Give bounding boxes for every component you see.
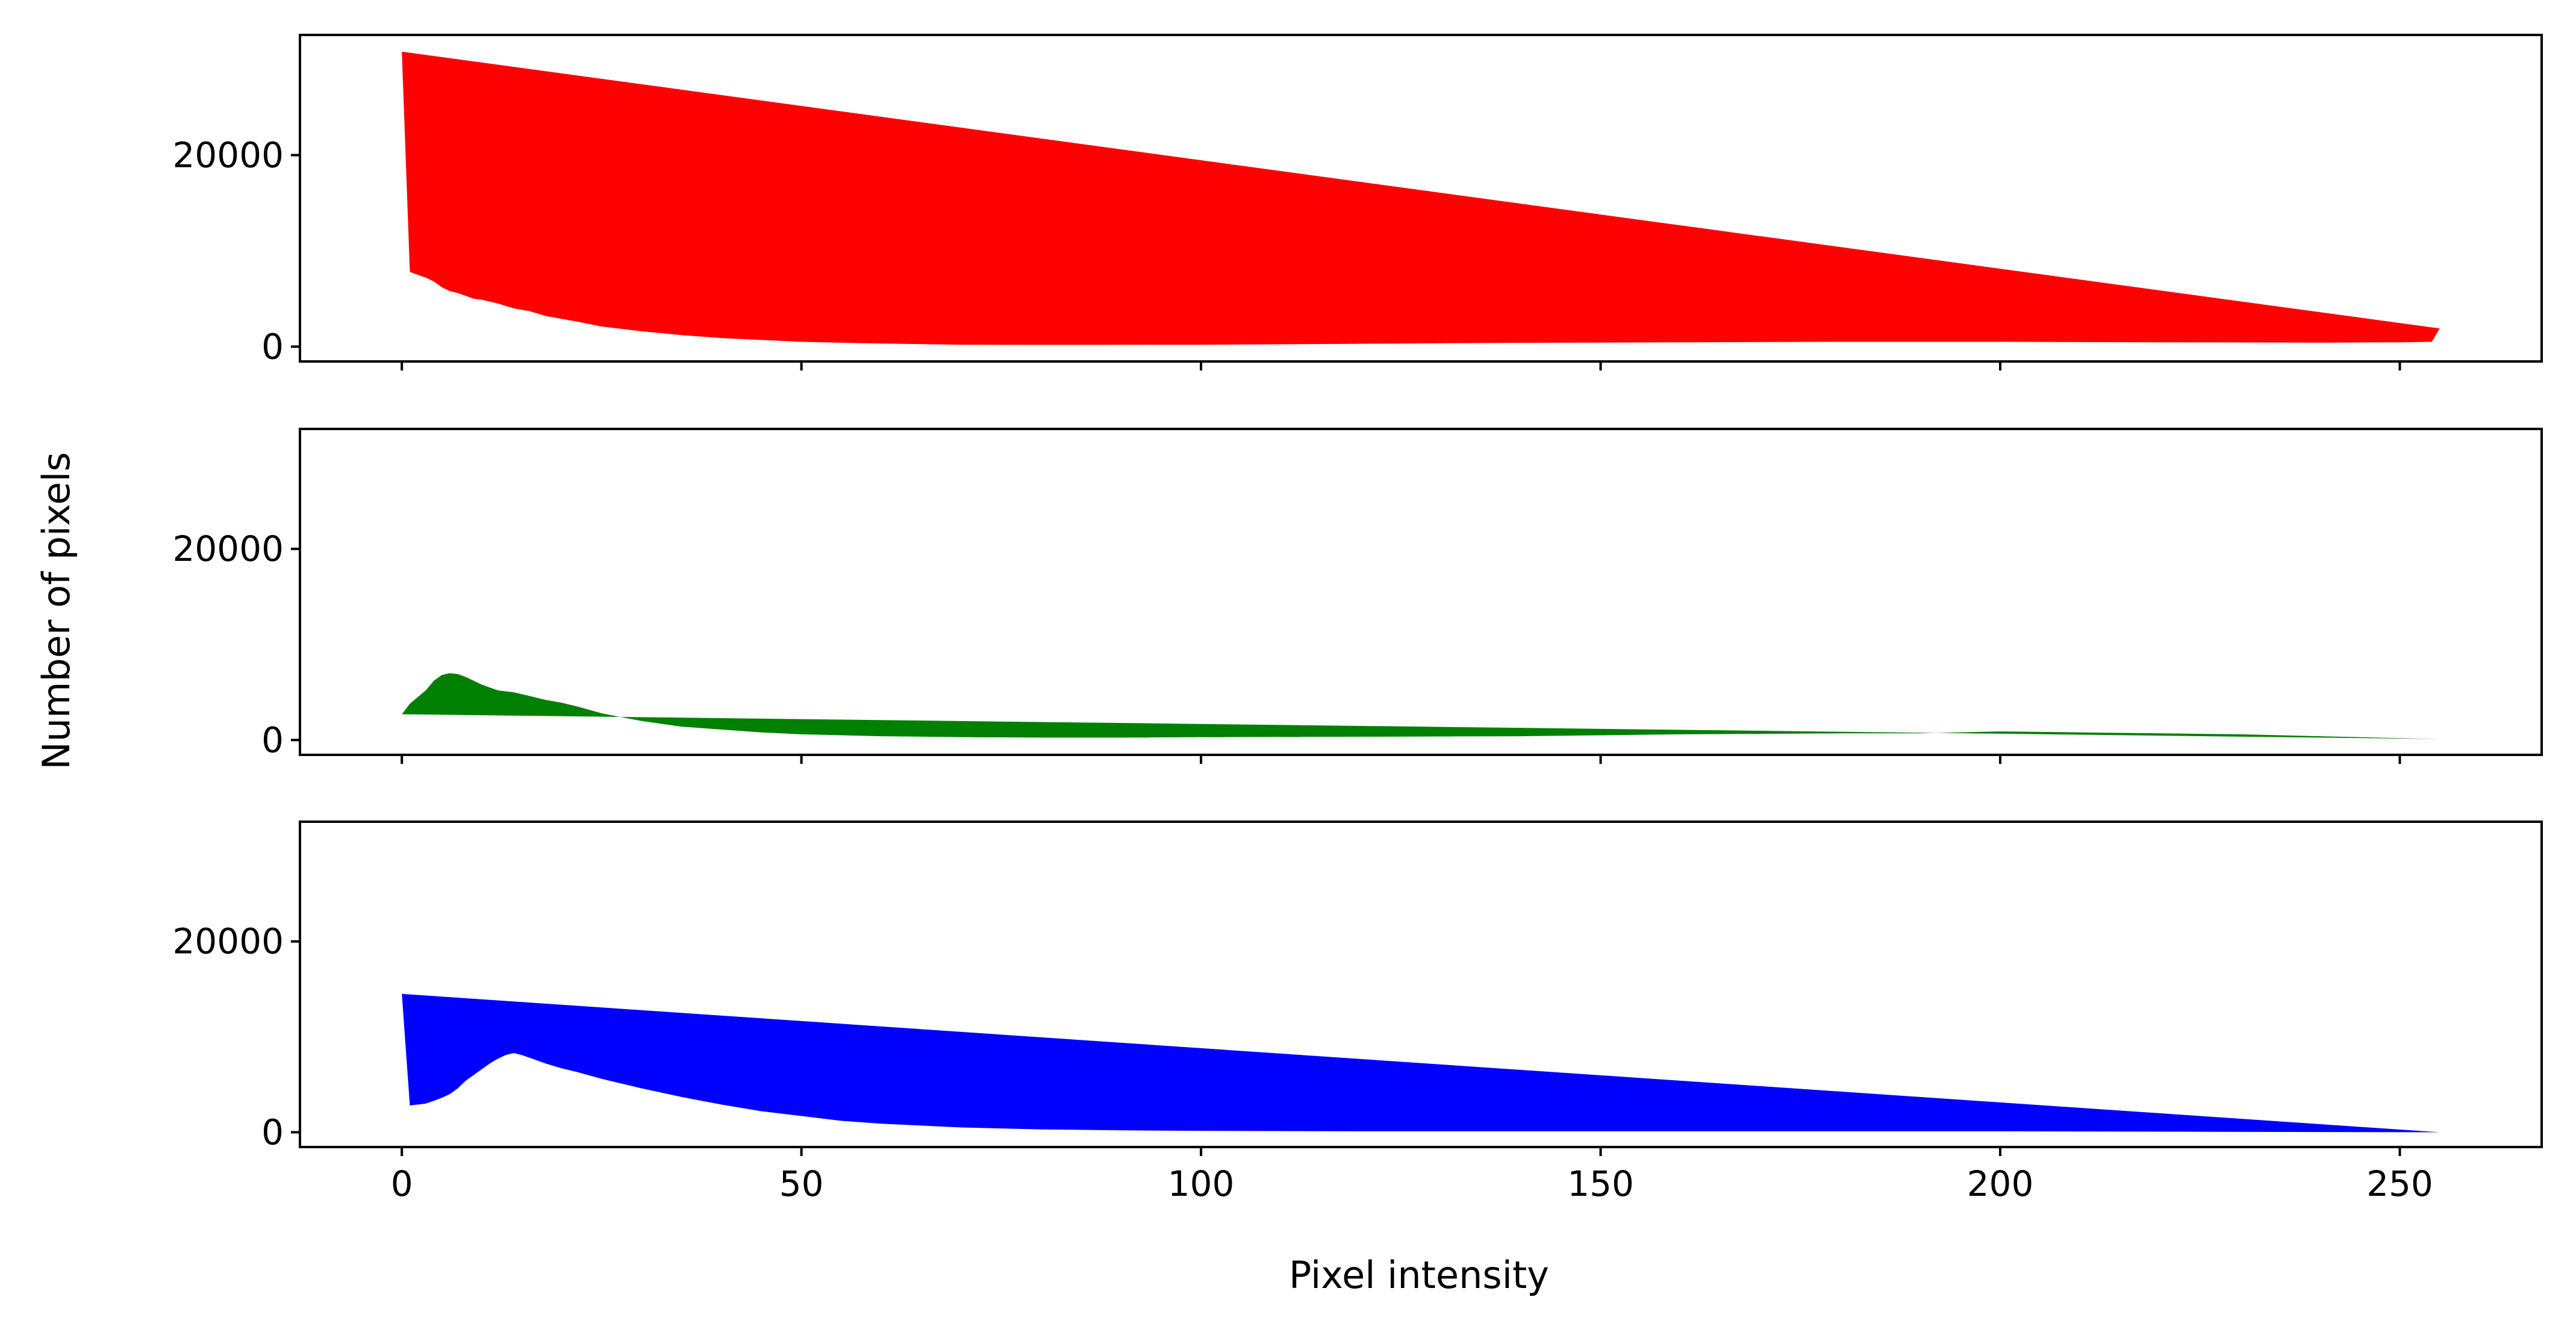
panel-green: 0 20000 (172, 428, 2543, 764)
y-tick-label-red-0: 0 (261, 326, 284, 367)
y-tick-label-green-20000: 20000 (172, 528, 284, 569)
x-tick-label-100: 100 (1168, 1163, 1235, 1204)
panel-blue: 0 20000 0 50 100 150 200 250 (172, 821, 2543, 1204)
axes-frame-blue (299, 821, 2543, 1148)
x-tick-label-150: 150 (1567, 1163, 1634, 1204)
axes-frame-green (299, 428, 2543, 756)
area-blue (402, 993, 2440, 1133)
x-tick-label-250: 250 (2366, 1163, 2433, 1204)
y-tick-label-blue-0: 0 (261, 1111, 284, 1152)
x-axis-title: Pixel intensity (1289, 1253, 1549, 1297)
y-axis-title: Number of pixels (34, 452, 78, 769)
x-tick-label-50: 50 (779, 1163, 824, 1204)
panel-red: 0 20000 (172, 34, 2543, 370)
y-tick-label-green-0: 0 (261, 719, 284, 760)
y-tick-label-blue-20000: 20000 (172, 921, 284, 962)
axes-frame-red (299, 34, 2543, 363)
y-tick-label-red-20000: 20000 (172, 134, 284, 175)
x-tick-label-200: 200 (1967, 1163, 2034, 1204)
area-red (402, 51, 2440, 345)
area-green (402, 673, 2440, 739)
x-tick-label-0: 0 (391, 1163, 413, 1204)
